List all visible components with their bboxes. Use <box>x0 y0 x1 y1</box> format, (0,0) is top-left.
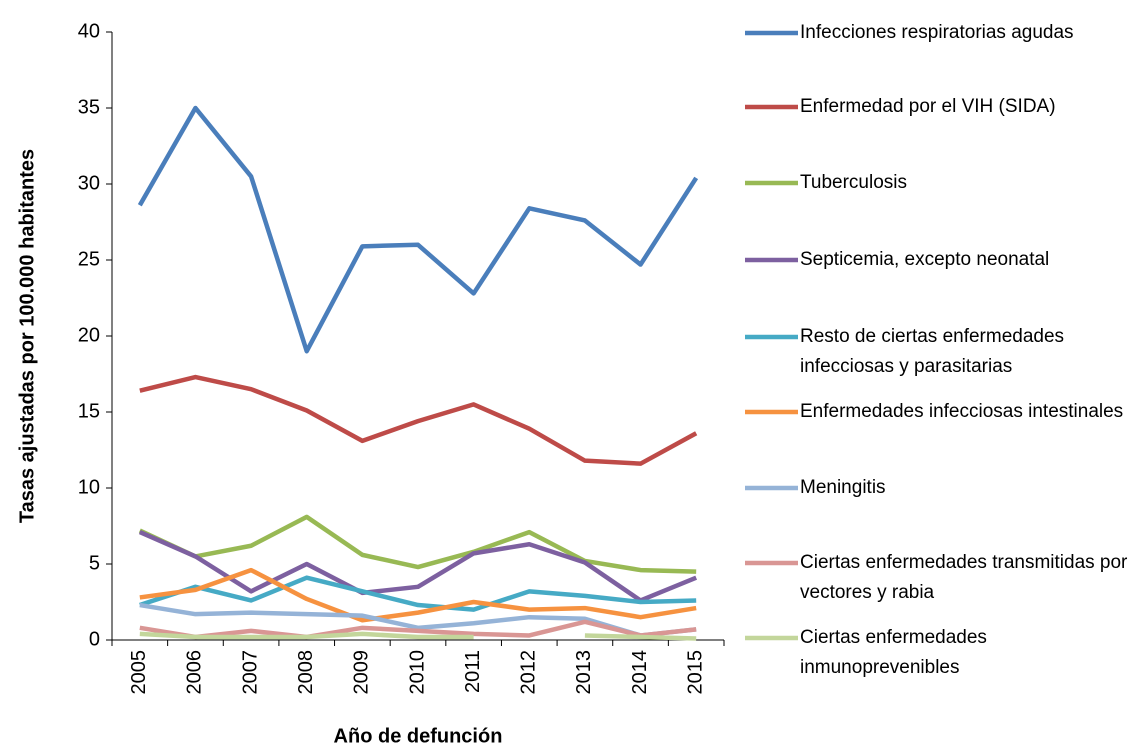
x-tick-label: 2007 <box>239 650 261 695</box>
y-tick-label: 5 <box>89 552 100 574</box>
y-tick-label: 40 <box>78 20 100 42</box>
legend-label: Septicemia, excepto neonatal <box>800 249 1050 270</box>
y-tick-label: 35 <box>78 96 100 118</box>
legend-label: Tuberculosis <box>800 172 908 193</box>
series-line <box>138 530 698 603</box>
x-tick-label: 2010 <box>406 650 428 695</box>
series-line <box>139 631 697 641</box>
legend-label: Ciertas enfermedades transmitidas por ve… <box>800 552 1128 603</box>
y-tick-label: 20 <box>78 324 100 346</box>
legend-label: Infecciones respiratorias agudas <box>800 22 1074 43</box>
legend-label: Ciertas enfermedades inmunoprevenibles <box>800 627 987 678</box>
legend-label: Resto de ciertas enfermedades infecciosa… <box>800 326 1065 377</box>
y-axis-title: Tasas ajustadas por 100.000 habitantes <box>16 149 38 523</box>
series-line <box>137 105 699 354</box>
x-axis-title: Año de defunción <box>334 725 503 747</box>
series-line <box>139 619 697 640</box>
series-line <box>139 374 698 466</box>
x-tick-label: 2012 <box>518 650 540 695</box>
x-tick-label: 2008 <box>295 650 317 695</box>
legend-label: Enfermedad por el VIH (SIDA) <box>800 96 1056 117</box>
legend-label: Meningitis <box>800 477 886 498</box>
series-line <box>138 514 697 574</box>
y-tick-label: 0 <box>89 628 100 650</box>
y-tick-label: 15 <box>78 400 100 422</box>
series-line <box>139 567 697 623</box>
x-tick-label: 2009 <box>351 650 373 695</box>
y-tick-label: 30 <box>78 172 100 194</box>
x-tick-label: 2006 <box>184 650 206 695</box>
legend-label: Enfermedades infecciosas intestinales <box>800 401 1124 422</box>
y-tick-label: 10 <box>78 476 100 498</box>
y-tick-label: 25 <box>78 248 100 270</box>
x-tick-label: 2013 <box>573 650 595 695</box>
x-tick-label: 2005 <box>128 650 150 695</box>
series-line <box>139 575 697 612</box>
x-tick-label: 2015 <box>684 650 706 695</box>
x-tick-label: 2011 <box>462 650 484 693</box>
x-tick-label: 2014 <box>629 650 651 695</box>
